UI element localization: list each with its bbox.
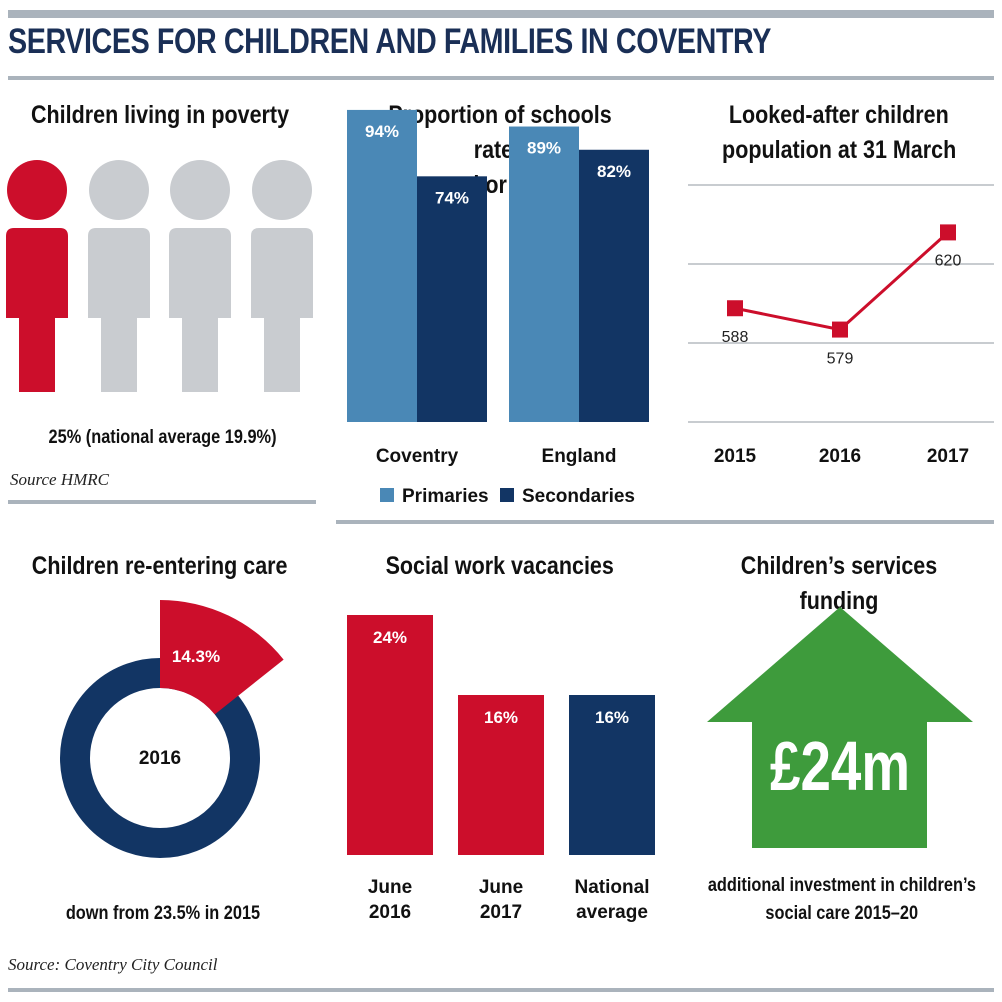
schools-bar <box>579 149 649 422</box>
person-head <box>170 160 230 220</box>
schools-bar <box>509 126 579 423</box>
vacancies-bar <box>347 615 433 855</box>
poverty-person-icons <box>6 160 313 392</box>
vacancies-category-label: 2017 <box>480 902 522 923</box>
bottom-rule <box>8 988 994 992</box>
schools-bar <box>347 109 417 423</box>
lac-point <box>727 300 743 317</box>
lac-point-label: 588 <box>722 329 749 346</box>
schools-legend-swatch <box>380 488 394 502</box>
donut-highlight-segment <box>160 600 284 715</box>
funding-title: Children’s services funding <box>740 552 938 615</box>
vacancies-bar <box>458 695 544 855</box>
funding-amount: £24m <box>770 727 910 805</box>
person-head <box>7 160 67 220</box>
vacancies-category-label: average <box>576 902 648 923</box>
lac-point <box>832 321 848 338</box>
person-body <box>251 228 313 392</box>
person-body <box>6 228 68 392</box>
lac-point-label: 620 <box>935 252 962 269</box>
lac-point <box>940 224 956 241</box>
vacancies-bar-label: 16% <box>595 708 629 727</box>
schools-bar-label: 89% <box>527 139 561 158</box>
vacancies-category-label: 2016 <box>369 902 411 923</box>
poverty-source: Source HMRC <box>10 470 109 489</box>
person-body <box>169 228 231 392</box>
schools-legend-swatch <box>500 488 514 502</box>
vacancies-category-label: June <box>368 877 412 898</box>
lac-x-label: 2017 <box>927 446 969 467</box>
reentering-title: Children re-entering care <box>32 552 288 580</box>
person-head <box>89 160 149 220</box>
lac-point-label: 579 <box>827 351 854 368</box>
person-icon <box>6 160 68 392</box>
schools-bar-label: 74% <box>435 188 469 207</box>
vacancies-title: Social work vacancies <box>385 552 615 580</box>
reentering-caption: down from 23.5% in 2015 <box>65 903 260 924</box>
lac-x-label: 2015 <box>714 446 757 467</box>
person-icon <box>251 160 313 392</box>
schools-category-label: England <box>542 446 617 467</box>
schools-bar-label: 82% <box>597 162 631 181</box>
person-head <box>252 160 312 220</box>
donut-segment-label: 14.3% <box>172 647 220 666</box>
schools-legend-label: Secondaries <box>522 486 635 507</box>
person-icon <box>169 160 231 392</box>
schools-bar <box>417 176 487 422</box>
poverty-caption: 25% (national average 19.9%) <box>48 427 277 448</box>
looked-after-title: Looked-after children population at 31 M… <box>721 101 957 164</box>
vacancies-bar-label: 24% <box>373 628 407 647</box>
person-icon <box>88 160 150 392</box>
poverty-title: Children living in poverty <box>30 101 290 129</box>
title-underline <box>8 76 994 80</box>
person-body <box>88 228 150 392</box>
vacancies-category-label: June <box>479 877 523 898</box>
lac-x-label: 2016 <box>819 446 861 467</box>
up-arrow-icon <box>707 607 973 848</box>
middle-rule <box>336 520 994 524</box>
schools-legend-label: Primaries <box>402 486 489 507</box>
vacancies-category-label: National <box>575 877 650 898</box>
funding-caption: additional investment in children’s soci… <box>707 875 976 924</box>
top-rule-thick <box>8 10 994 18</box>
footer-source: Source: Coventry City Council <box>8 955 218 974</box>
poverty-divider <box>8 500 316 504</box>
vacancies-bar-label: 16% <box>484 708 518 727</box>
schools-bar-label: 94% <box>365 122 399 141</box>
schools-category-label: Coventry <box>376 446 459 467</box>
donut-center-label: 2016 <box>139 748 181 769</box>
infographic-title: SERVICES FOR CHILDREN AND FAMILIES IN CO… <box>8 22 772 61</box>
vacancies-bar <box>569 695 655 855</box>
